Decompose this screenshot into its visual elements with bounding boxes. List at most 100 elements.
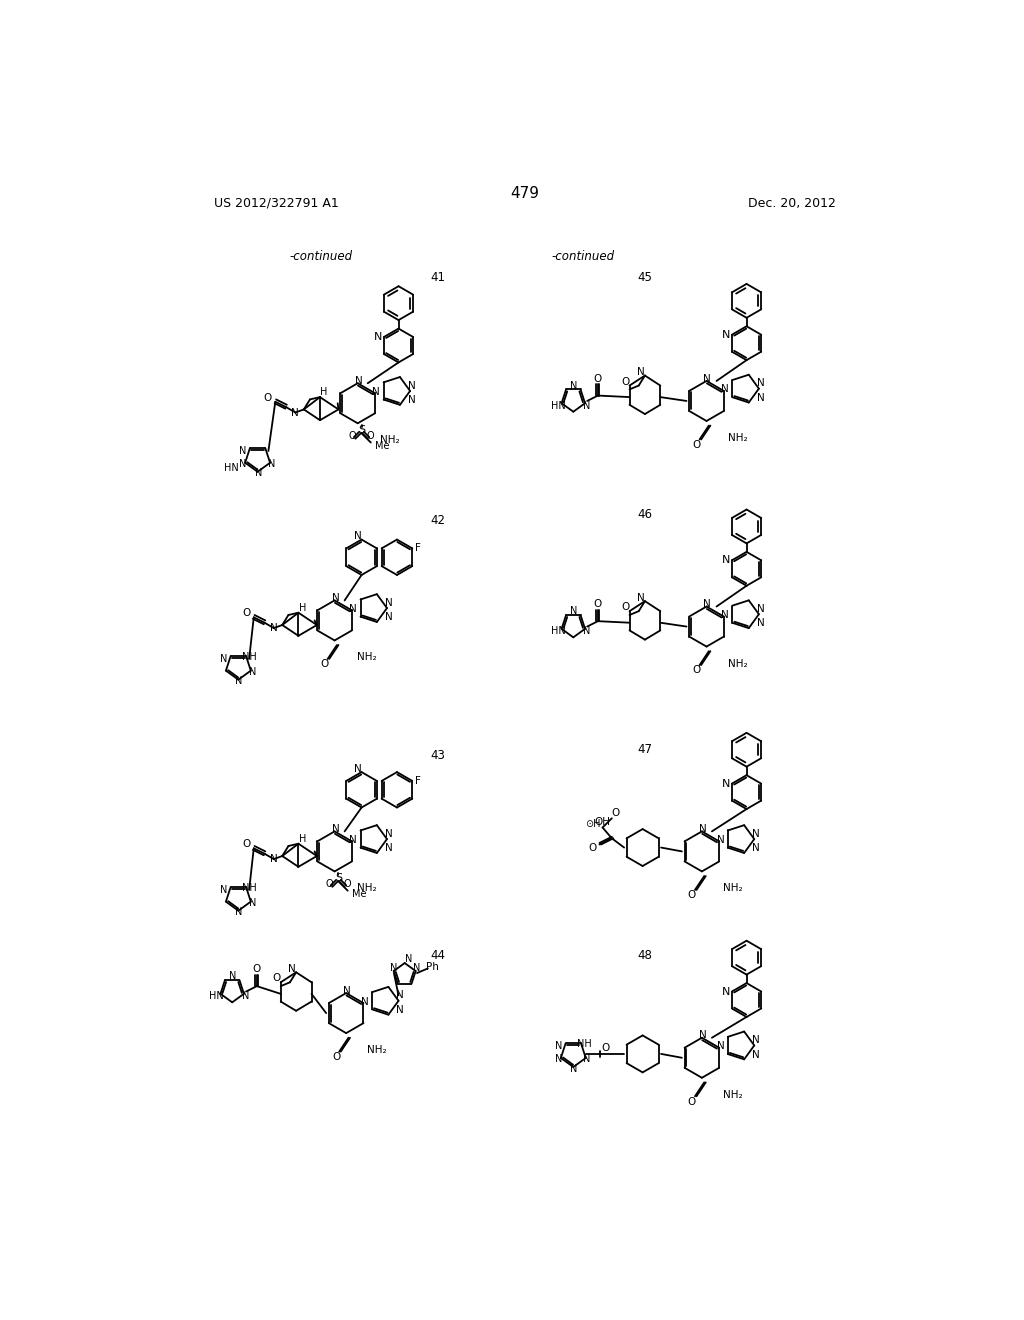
Text: NH₂: NH₂ [727,659,748,668]
Text: N: N [396,1005,403,1015]
Text: O: O [589,842,597,853]
Text: N: N [349,603,357,614]
Text: O: O [321,659,329,669]
Text: F: F [415,543,421,553]
Text: S: S [335,874,342,883]
Text: N: N [396,990,403,1001]
Text: N: N [717,834,724,845]
Text: N: N [249,898,256,908]
Text: N: N [385,843,392,853]
Text: O: O [326,879,333,888]
Text: N: N [757,619,764,628]
Text: N: N [255,469,262,478]
Text: N: N [757,393,764,403]
Text: N: N [722,556,730,565]
Text: N: N [360,997,369,1007]
Text: H: H [299,603,306,612]
Text: -continued: -continued [552,251,614,264]
Text: N: N [722,779,730,788]
Text: HN: HN [210,991,224,1001]
Text: NH: NH [242,652,257,661]
Text: N: N [220,653,227,664]
Text: O: O [692,665,700,676]
Text: 479: 479 [510,186,540,201]
Text: 43: 43 [431,748,445,762]
Text: 44: 44 [431,949,445,962]
Text: N: N [698,824,707,834]
Text: O: O [367,430,375,441]
Text: N: N [240,446,247,455]
Text: N: N [584,1055,591,1064]
Text: N: N [234,676,242,686]
Text: Me: Me [375,441,389,450]
Text: 46: 46 [637,508,652,520]
Text: N: N [354,532,361,541]
Text: N: N [570,380,578,391]
Text: N: N [637,593,645,603]
Text: N: N [555,1055,562,1064]
Text: O: O [253,964,261,974]
Text: N: N [717,1041,724,1051]
Text: N: N [349,834,357,845]
Text: O: O [263,393,271,403]
Text: F: F [415,776,421,785]
Text: O: O [594,374,602,384]
Text: N: N [703,599,711,610]
Text: N: N [385,829,392,838]
Text: N: N [752,1035,760,1045]
Text: O: O [272,973,281,983]
Text: N: N [408,380,416,391]
Text: NH₂: NH₂ [723,1090,742,1100]
Text: N: N [637,367,645,378]
Text: N: N [757,603,764,614]
Text: N: N [584,626,591,636]
Text: N: N [270,854,278,865]
Text: N: N [555,1041,562,1051]
Text: N: N [354,376,362,385]
Text: NH₂: NH₂ [727,433,748,444]
Text: O: O [348,430,356,441]
Text: N: N [268,459,275,469]
Text: O: O [242,609,250,619]
Text: N: N [757,379,764,388]
Text: N: N [722,986,730,997]
Text: N: N [343,986,351,995]
Text: N: N [229,972,237,981]
Text: N: N [390,964,397,973]
Text: O: O [688,1097,696,1106]
Text: O: O [611,808,620,818]
Text: N: N [374,333,382,342]
Text: N: N [570,1064,578,1073]
Text: O: O [692,440,700,450]
Text: N: N [249,667,256,677]
Text: O: O [622,602,630,612]
Text: O: O [601,1043,609,1053]
Text: N: N [752,1049,760,1060]
Text: Ph: Ph [426,962,439,972]
Text: N: N [385,612,392,622]
Text: N: N [292,408,299,417]
Text: N: N [414,964,421,973]
Text: 45: 45 [637,271,652,284]
Text: US 2012/322791 A1: US 2012/322791 A1 [214,197,339,210]
Text: H: H [299,834,306,843]
Text: Dec. 20, 2012: Dec. 20, 2012 [748,197,836,210]
Text: O: O [344,879,351,888]
Text: NH: NH [577,1039,592,1049]
Text: NH₂: NH₂ [723,883,742,894]
Text: N: N [721,610,729,620]
Text: O: O [622,376,630,387]
Text: NH₂: NH₂ [380,436,399,445]
Text: HN: HN [224,463,239,473]
Text: 41: 41 [431,271,445,284]
Text: N: N [752,843,760,853]
Text: N: N [703,374,711,384]
Text: N: N [332,593,339,603]
Text: N: N [385,598,392,607]
Text: HN: HN [551,626,565,636]
Text: HN: HN [551,400,565,411]
Text: N: N [354,764,361,774]
Text: 42: 42 [431,513,445,527]
Text: Me: Me [351,888,366,899]
Text: NH: NH [242,883,257,892]
